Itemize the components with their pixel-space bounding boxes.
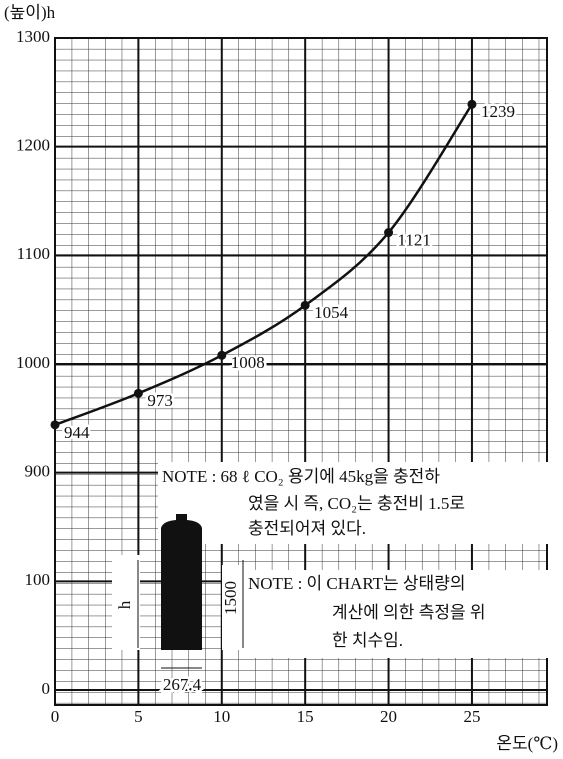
x-tick-label: 0 (51, 707, 60, 726)
y-tick-label: 1100 (17, 244, 50, 263)
x-axis-label: 온도(℃) (496, 734, 558, 753)
data-label: 944 (64, 423, 90, 442)
data-label: 1239 (481, 102, 515, 121)
x-tick-label: 5 (134, 707, 143, 726)
note-line: NOTE : 68 ℓ CO₂ 용기에 45kg을 충전하 (162, 467, 440, 486)
x-tick-label: 25 (463, 707, 480, 726)
y-tick-label: 1200 (16, 136, 50, 155)
note2-box: NOTE : 이 CHART는 상태량의 계산에 의한 측정을 위 한 치수임. (244, 570, 556, 658)
data-point (301, 301, 310, 310)
note-line: 한 치수임. (332, 631, 403, 650)
data-label: 1054 (314, 303, 349, 322)
y-axis-label: (높이)h (4, 3, 56, 22)
data-point (217, 351, 226, 360)
data-label: 1008 (231, 353, 265, 372)
x-tick-label: 15 (297, 707, 314, 726)
y-tick-label: 1300 (16, 27, 50, 46)
note-line: NOTE : 이 CHART는 상태량의 (248, 574, 465, 593)
note-line: 충전되어져 있다. (248, 519, 366, 538)
chart: (높이)h 온도(℃) NOTE : 68 ℓ CO₂ 용기에 45kg을 충전… (0, 0, 563, 759)
note-line: 였을 시 즉, CO₂는 충전비 1.5로 (248, 494, 465, 513)
data-point (384, 228, 393, 237)
x-tick-label: 20 (380, 707, 397, 726)
data-point (134, 389, 143, 398)
note1-box: NOTE : 68 ℓ CO₂ 용기에 45kg을 충전하 였을 시 즉, CO… (158, 462, 556, 544)
data-point (467, 100, 476, 109)
height-label: h (115, 600, 134, 609)
data-label: 973 (147, 391, 173, 410)
y-tick-label: 900 (25, 462, 51, 481)
data-point (51, 420, 60, 429)
diameter-label: 267.4 (163, 675, 202, 694)
y-tick-label: 0 (42, 679, 51, 698)
cylinder (161, 514, 202, 650)
y-tick-label: 100 (25, 570, 51, 589)
x-tick-label: 10 (213, 707, 230, 726)
y-tick-label: 1000 (16, 353, 50, 372)
length-label: 1500 (221, 581, 240, 615)
data-label: 1121 (398, 230, 431, 249)
note-line: 계산에 의한 측정을 위 (332, 603, 486, 622)
